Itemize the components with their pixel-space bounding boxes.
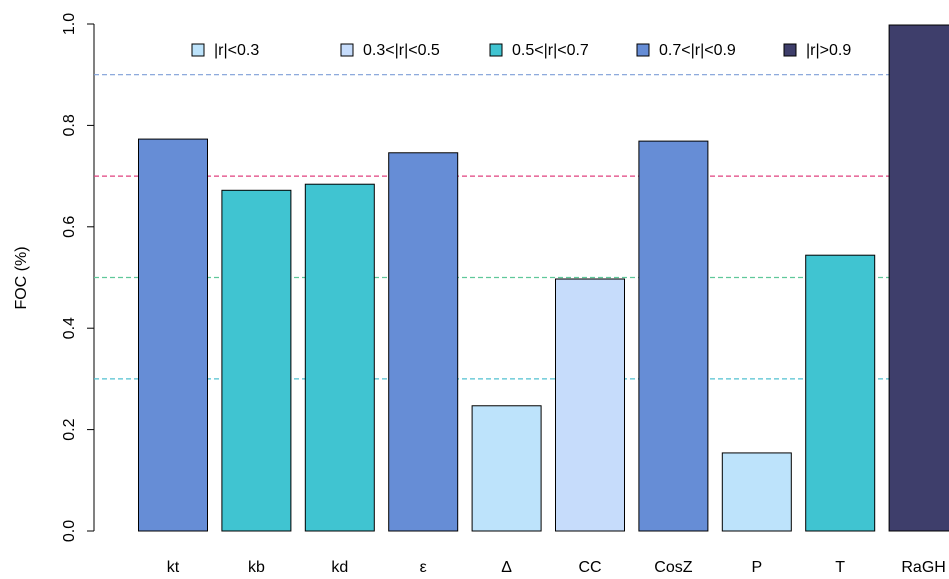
legend-label: 0.5<|r|<0.7 xyxy=(512,42,589,59)
legend-swatch xyxy=(489,43,503,57)
legend-label: 0.7<|r|<0.9 xyxy=(659,42,736,59)
legend-swatch xyxy=(783,43,797,57)
bar xyxy=(304,183,375,532)
bar xyxy=(471,405,542,532)
bar xyxy=(388,152,459,532)
y-axis-label: FOC (%) xyxy=(13,246,30,309)
legend-label: |r|<0.3 xyxy=(214,42,259,59)
y-tick-label: 1.0 xyxy=(61,13,78,35)
legend-swatch xyxy=(340,43,354,57)
bar xyxy=(221,189,292,532)
x-tick-label: CosZ xyxy=(654,559,692,576)
y-tick-label: 0.2 xyxy=(61,418,78,440)
x-tick-label: RaGH xyxy=(901,559,945,576)
legend-swatch xyxy=(636,43,650,57)
y-tick-label: 0.0 xyxy=(61,520,78,542)
legend-label: |r|>0.9 xyxy=(806,42,851,59)
x-tick-label: T xyxy=(835,559,845,576)
bar xyxy=(555,278,625,532)
y-tick-label: 0.8 xyxy=(61,114,78,136)
y-tick-label: 0.4 xyxy=(61,317,78,339)
bar xyxy=(638,140,709,532)
x-tick-label: P xyxy=(751,559,762,576)
legend-swatch xyxy=(191,43,205,57)
x-tick-label: Δ xyxy=(501,559,512,576)
bar xyxy=(721,452,792,532)
x-tick-label: kt xyxy=(167,559,180,576)
legend-label: 0.3<|r|<0.5 xyxy=(363,42,440,59)
bar xyxy=(138,138,208,532)
x-tick-label: CC xyxy=(578,559,601,576)
bar xyxy=(805,254,876,532)
bar xyxy=(888,24,949,532)
x-tick-label: kb xyxy=(248,559,265,576)
y-tick-label: 0.6 xyxy=(61,216,78,238)
x-tick-label: ε xyxy=(420,559,427,576)
x-tick-label: kd xyxy=(331,559,348,576)
